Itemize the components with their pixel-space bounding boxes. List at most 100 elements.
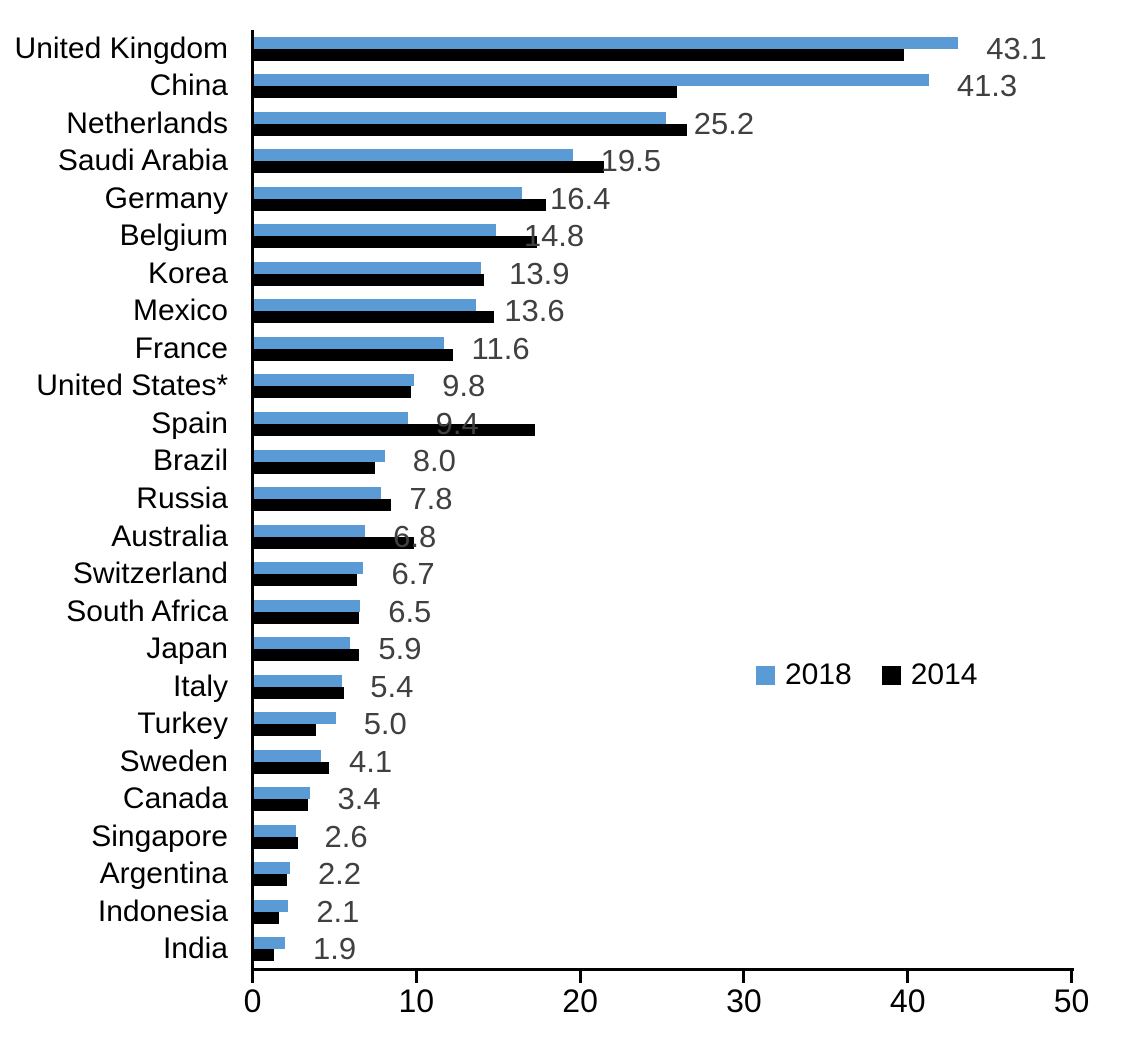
legend-label: 2014 [910,658,978,691]
bar-row: 43.1 [254,30,1071,68]
bar-2018 [254,599,361,612]
legend-swatch-2018 [756,665,775,685]
value-label: 11.6 [471,330,530,366]
bar-2018 [254,261,482,274]
category-label: Canada [122,782,228,816]
category-label: Turkey [137,707,228,741]
value-label: 2.2 [317,856,362,892]
category-label: Korea [147,256,228,290]
bar-2018 [254,374,415,387]
bar-row: 4.1 [254,743,1071,781]
value-label: 3.4 [337,781,381,817]
value-label: 9.4 [435,405,479,441]
value-label: 5.0 [363,706,407,742]
legend-item: 2018 [756,658,852,692]
bar-row: 19.5 [254,143,1071,181]
bar-2014 [254,348,454,361]
category-labels: United Kingdom China Netherlands Saudi Arab… [0,30,228,968]
value-label: 41.3 [956,68,1018,104]
bar-2018 [254,674,343,687]
bar-row: 2.2 [254,855,1071,893]
bar-2018 [254,224,496,237]
legend-label: 2018 [785,658,852,691]
bar-row: 2.1 [254,893,1071,931]
bar-row: 3.4 [254,780,1071,818]
bar-row: 5.0 [254,705,1071,743]
bar-row: 41.3 [254,68,1071,106]
bar-2018 [254,449,385,462]
bar-2018 [254,524,366,537]
bar-row: 13.9 [254,255,1071,293]
bar-2014 [254,236,537,249]
value-label: 13.6 [504,293,565,329]
category-label: Belgium [119,219,228,253]
bar-2014 [254,86,678,99]
bar-2018 [254,824,297,837]
bar-2014 [254,686,344,699]
category-label: Australia [111,519,228,553]
category-label: Mexico [132,294,228,328]
bar-2018 [254,36,959,49]
bar-row: 6.5 [254,593,1071,631]
x-axis-tick-label: 20 [562,983,598,1019]
bar-2014 [254,123,687,136]
bar-2014 [254,499,392,512]
bar-row: 5.4 [254,668,1071,706]
bar-row: 7.8 [254,480,1071,518]
category-label: United States* [36,369,228,403]
category-label: China [149,69,228,103]
category-label: Indonesia [97,894,228,928]
legend-item: 2014 [881,658,978,692]
category-label: Switzerland [72,557,228,591]
bar-2018 [254,74,929,87]
x-axis-tick-label: 40 [889,983,926,1019]
bar-2018 [254,111,666,124]
bar-2018 [254,637,351,650]
bar-2018 [254,899,289,912]
category-label: Saudi Arabia [57,144,228,178]
value-label: 2.6 [324,818,368,854]
plot-area: 43.1 41.3 25.2 19.5 16.4 14.8 13.9 13.6 11.6 9.8 9… [254,30,1071,968]
category-label: India [162,932,228,966]
bar-row: 16.4 [254,180,1071,218]
x-axis-line [251,968,1074,971]
bar-2014 [254,536,415,549]
x-axis-tick [1070,971,1073,983]
x-axis-tick [578,971,582,983]
bar-row: 13.6 [254,293,1071,331]
bar-2018 [254,336,444,349]
x-axis-tick [414,971,418,983]
bar-2018 [254,862,290,875]
bar-2014 [254,273,485,286]
value-label: 9.8 [442,368,486,404]
bar-2018 [254,149,573,162]
bar-row: 6.7 [254,555,1071,593]
category-label: Russia [136,481,228,515]
bar-row: 9.8 [254,368,1071,406]
value-label: 7.8 [409,480,453,516]
value-label: 6.8 [393,518,437,554]
bar-2014 [254,461,375,474]
bar-2014 [254,611,359,624]
bar-2014 [254,874,287,887]
value-label: 16.4 [549,180,611,216]
bar-row: 9.4 [254,405,1071,443]
x-axis-tick-label: 30 [726,983,762,1019]
bar-row: 1.9 [254,930,1071,968]
bar-2018 [254,787,310,800]
bar-2014 [254,799,308,812]
value-label: 5.9 [378,631,422,667]
x-axis-tick-label: 50 [1053,983,1090,1019]
value-label: 2.1 [316,893,360,929]
bar-row: 8.0 [254,443,1071,481]
category-label: Japan [146,632,228,666]
bar-2014 [254,574,357,587]
bar-row: 25.2 [254,105,1071,143]
x-axis-tick [742,971,746,983]
bar-row: 5.9 [254,630,1071,668]
bar-2014 [254,761,330,774]
bar-row: 11.6 [254,330,1071,368]
value-label: 8.0 [412,443,456,479]
category-label: Germany [104,181,228,215]
bar-2018 [254,749,321,762]
